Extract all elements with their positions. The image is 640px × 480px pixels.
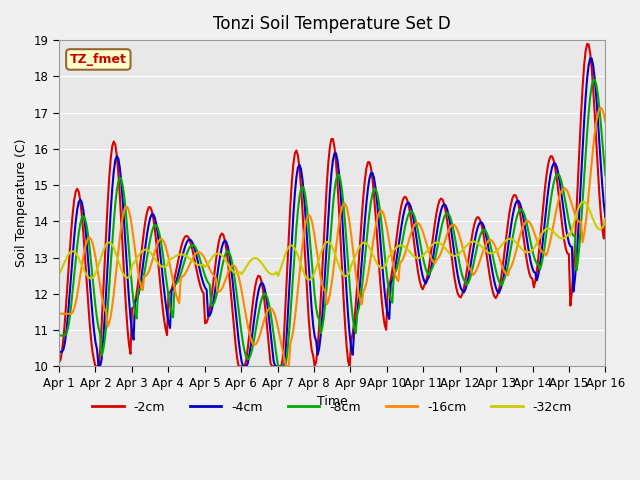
-8cm [296,194,303,200]
-32cm [573,211,580,217]
-16cm [245,330,253,336]
-2cm [247,319,255,324]
-16cm [236,280,244,286]
-4cm [220,240,227,245]
-16cm [55,311,63,317]
-16cm [573,216,580,221]
-4cm [55,349,63,355]
-2cm [55,360,63,366]
Title: Tonzi Soil Temperature Set D: Tonzi Soil Temperature Set D [213,15,451,33]
-32cm [236,269,244,275]
-32cm [122,275,130,280]
-8cm [55,333,63,338]
-8cm [122,211,130,216]
Line: -4cm: -4cm [59,59,605,366]
-2cm [583,41,591,47]
-32cm [218,252,226,258]
-32cm [602,215,609,221]
-8cm [218,265,226,271]
Line: -2cm: -2cm [59,44,605,366]
-2cm [92,363,99,369]
-2cm [602,207,609,213]
-32cm [55,271,63,277]
-4cm [124,273,131,279]
-4cm [602,215,609,220]
-2cm [573,210,580,216]
-32cm [580,199,588,204]
-8cm [275,363,282,369]
-2cm [238,363,246,369]
-32cm [245,259,253,265]
-16cm [284,363,291,369]
Line: -8cm: -8cm [59,80,605,366]
-16cm [602,119,609,125]
-16cm [218,286,226,292]
-4cm [296,162,303,168]
-4cm [573,257,580,263]
-2cm [220,232,227,238]
Line: -16cm: -16cm [59,108,605,366]
-8cm [245,355,253,361]
X-axis label: Time: Time [317,396,348,408]
-16cm [296,271,303,276]
-8cm [236,319,244,325]
-8cm [573,268,580,274]
-16cm [597,105,605,110]
-8cm [602,172,609,178]
-4cm [95,363,102,369]
-4cm [247,343,255,348]
Line: -32cm: -32cm [59,202,605,280]
Text: TZ_fmet: TZ_fmet [70,53,127,66]
-32cm [294,253,302,259]
-8cm [591,77,598,83]
-2cm [296,165,303,171]
Legend: -2cm, -4cm, -8cm, -16cm, -32cm: -2cm, -4cm, -8cm, -16cm, -32cm [88,396,577,419]
Y-axis label: Soil Temperature (C): Soil Temperature (C) [15,139,28,267]
-2cm [124,325,131,331]
-4cm [586,56,594,61]
-32cm [305,277,312,283]
-16cm [122,204,130,210]
-4cm [238,359,246,364]
